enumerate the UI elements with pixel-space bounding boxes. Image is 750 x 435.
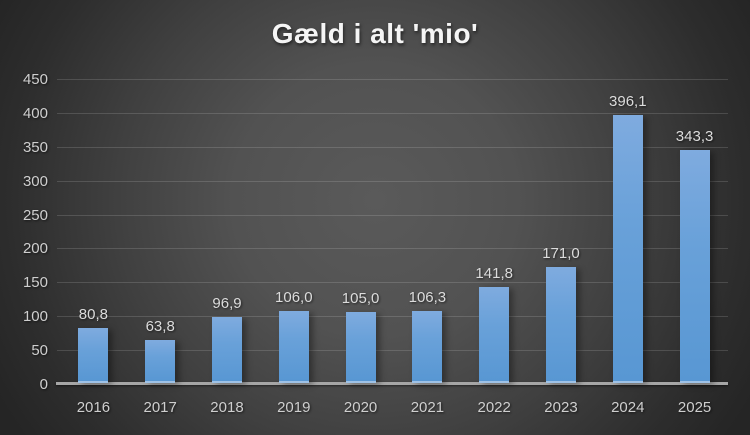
data-label: 171,0 bbox=[542, 245, 580, 263]
data-label: 96,9 bbox=[212, 295, 242, 313]
data-label: 80,8 bbox=[78, 306, 108, 324]
gridline bbox=[57, 248, 728, 250]
gridline bbox=[57, 180, 728, 182]
y-tick-label: 300 bbox=[22, 172, 48, 190]
x-tick-label: 2025 bbox=[677, 399, 712, 416]
bar-2019 bbox=[278, 311, 309, 383]
x-tick-label: 2023 bbox=[544, 399, 578, 416]
bar-2018 bbox=[211, 317, 242, 383]
bar-2017 bbox=[145, 339, 176, 383]
bar-slot: 396,1 bbox=[594, 80, 661, 385]
bar-2023 bbox=[545, 267, 576, 383]
data-label: 396,1 bbox=[609, 92, 647, 110]
gridline bbox=[57, 112, 728, 114]
y-tick-label: 100 bbox=[22, 308, 48, 326]
x-tick-label: 2017 bbox=[143, 399, 177, 416]
bar-slot: 106,0 bbox=[260, 80, 327, 385]
bar-slot: 63,8 bbox=[127, 80, 194, 385]
y-tick-label: 250 bbox=[22, 206, 48, 224]
gridline bbox=[57, 282, 728, 284]
plot-area: 80,8 63,8 96,9 106,0 105,0 106,3 141,8 171,0 396… bbox=[56, 79, 728, 385]
bar-slot: 96,9 bbox=[194, 80, 261, 385]
bar-slot: 343,3 bbox=[661, 80, 728, 385]
y-tick-label: 0 bbox=[39, 376, 48, 393]
x-tick-label: 2018 bbox=[210, 399, 244, 416]
y-tick-label: 200 bbox=[22, 240, 48, 258]
bar-2022 bbox=[479, 286, 510, 383]
bar-2025 bbox=[679, 150, 710, 383]
y-tick-label: 350 bbox=[22, 138, 48, 156]
x-axis-line bbox=[56, 382, 728, 385]
data-label: 106,3 bbox=[408, 288, 447, 306]
data-label: 141,8 bbox=[475, 264, 513, 282]
data-label: 343,3 bbox=[675, 128, 714, 146]
x-tick-label: 2024 bbox=[611, 399, 645, 416]
gridline bbox=[57, 79, 728, 80]
y-tick-label: 400 bbox=[22, 104, 48, 122]
bar-slot: 105,0 bbox=[327, 80, 394, 385]
x-tick-label: 2016 bbox=[76, 399, 111, 416]
bar-slot: 141,8 bbox=[461, 80, 528, 385]
bar-slot: 80,8 bbox=[60, 80, 127, 385]
x-tick-label: 2021 bbox=[410, 399, 445, 416]
x-tick-label: 2020 bbox=[343, 399, 378, 416]
gridline bbox=[57, 316, 728, 318]
bar-2024 bbox=[612, 114, 643, 383]
y-tick-label: 50 bbox=[31, 342, 48, 360]
bar-slot: 106,3 bbox=[394, 80, 461, 385]
bar-2021 bbox=[412, 310, 443, 383]
bar-slot: 171,0 bbox=[528, 80, 595, 385]
bar-2020 bbox=[345, 311, 376, 383]
chart-title: Gæld i alt 'mio' bbox=[271, 18, 479, 49]
data-label: 106,0 bbox=[275, 289, 313, 307]
gridline bbox=[57, 146, 728, 148]
x-tick-label: 2019 bbox=[277, 399, 311, 416]
gridline bbox=[57, 214, 728, 216]
y-tick-label: 450 bbox=[22, 71, 48, 88]
bar-2016 bbox=[78, 328, 109, 383]
x-tick-label: 2022 bbox=[477, 399, 511, 416]
data-label: 63,8 bbox=[145, 317, 175, 335]
data-label: 105,0 bbox=[341, 289, 380, 307]
gridline bbox=[57, 350, 728, 352]
y-tick-label: 150 bbox=[22, 274, 48, 292]
